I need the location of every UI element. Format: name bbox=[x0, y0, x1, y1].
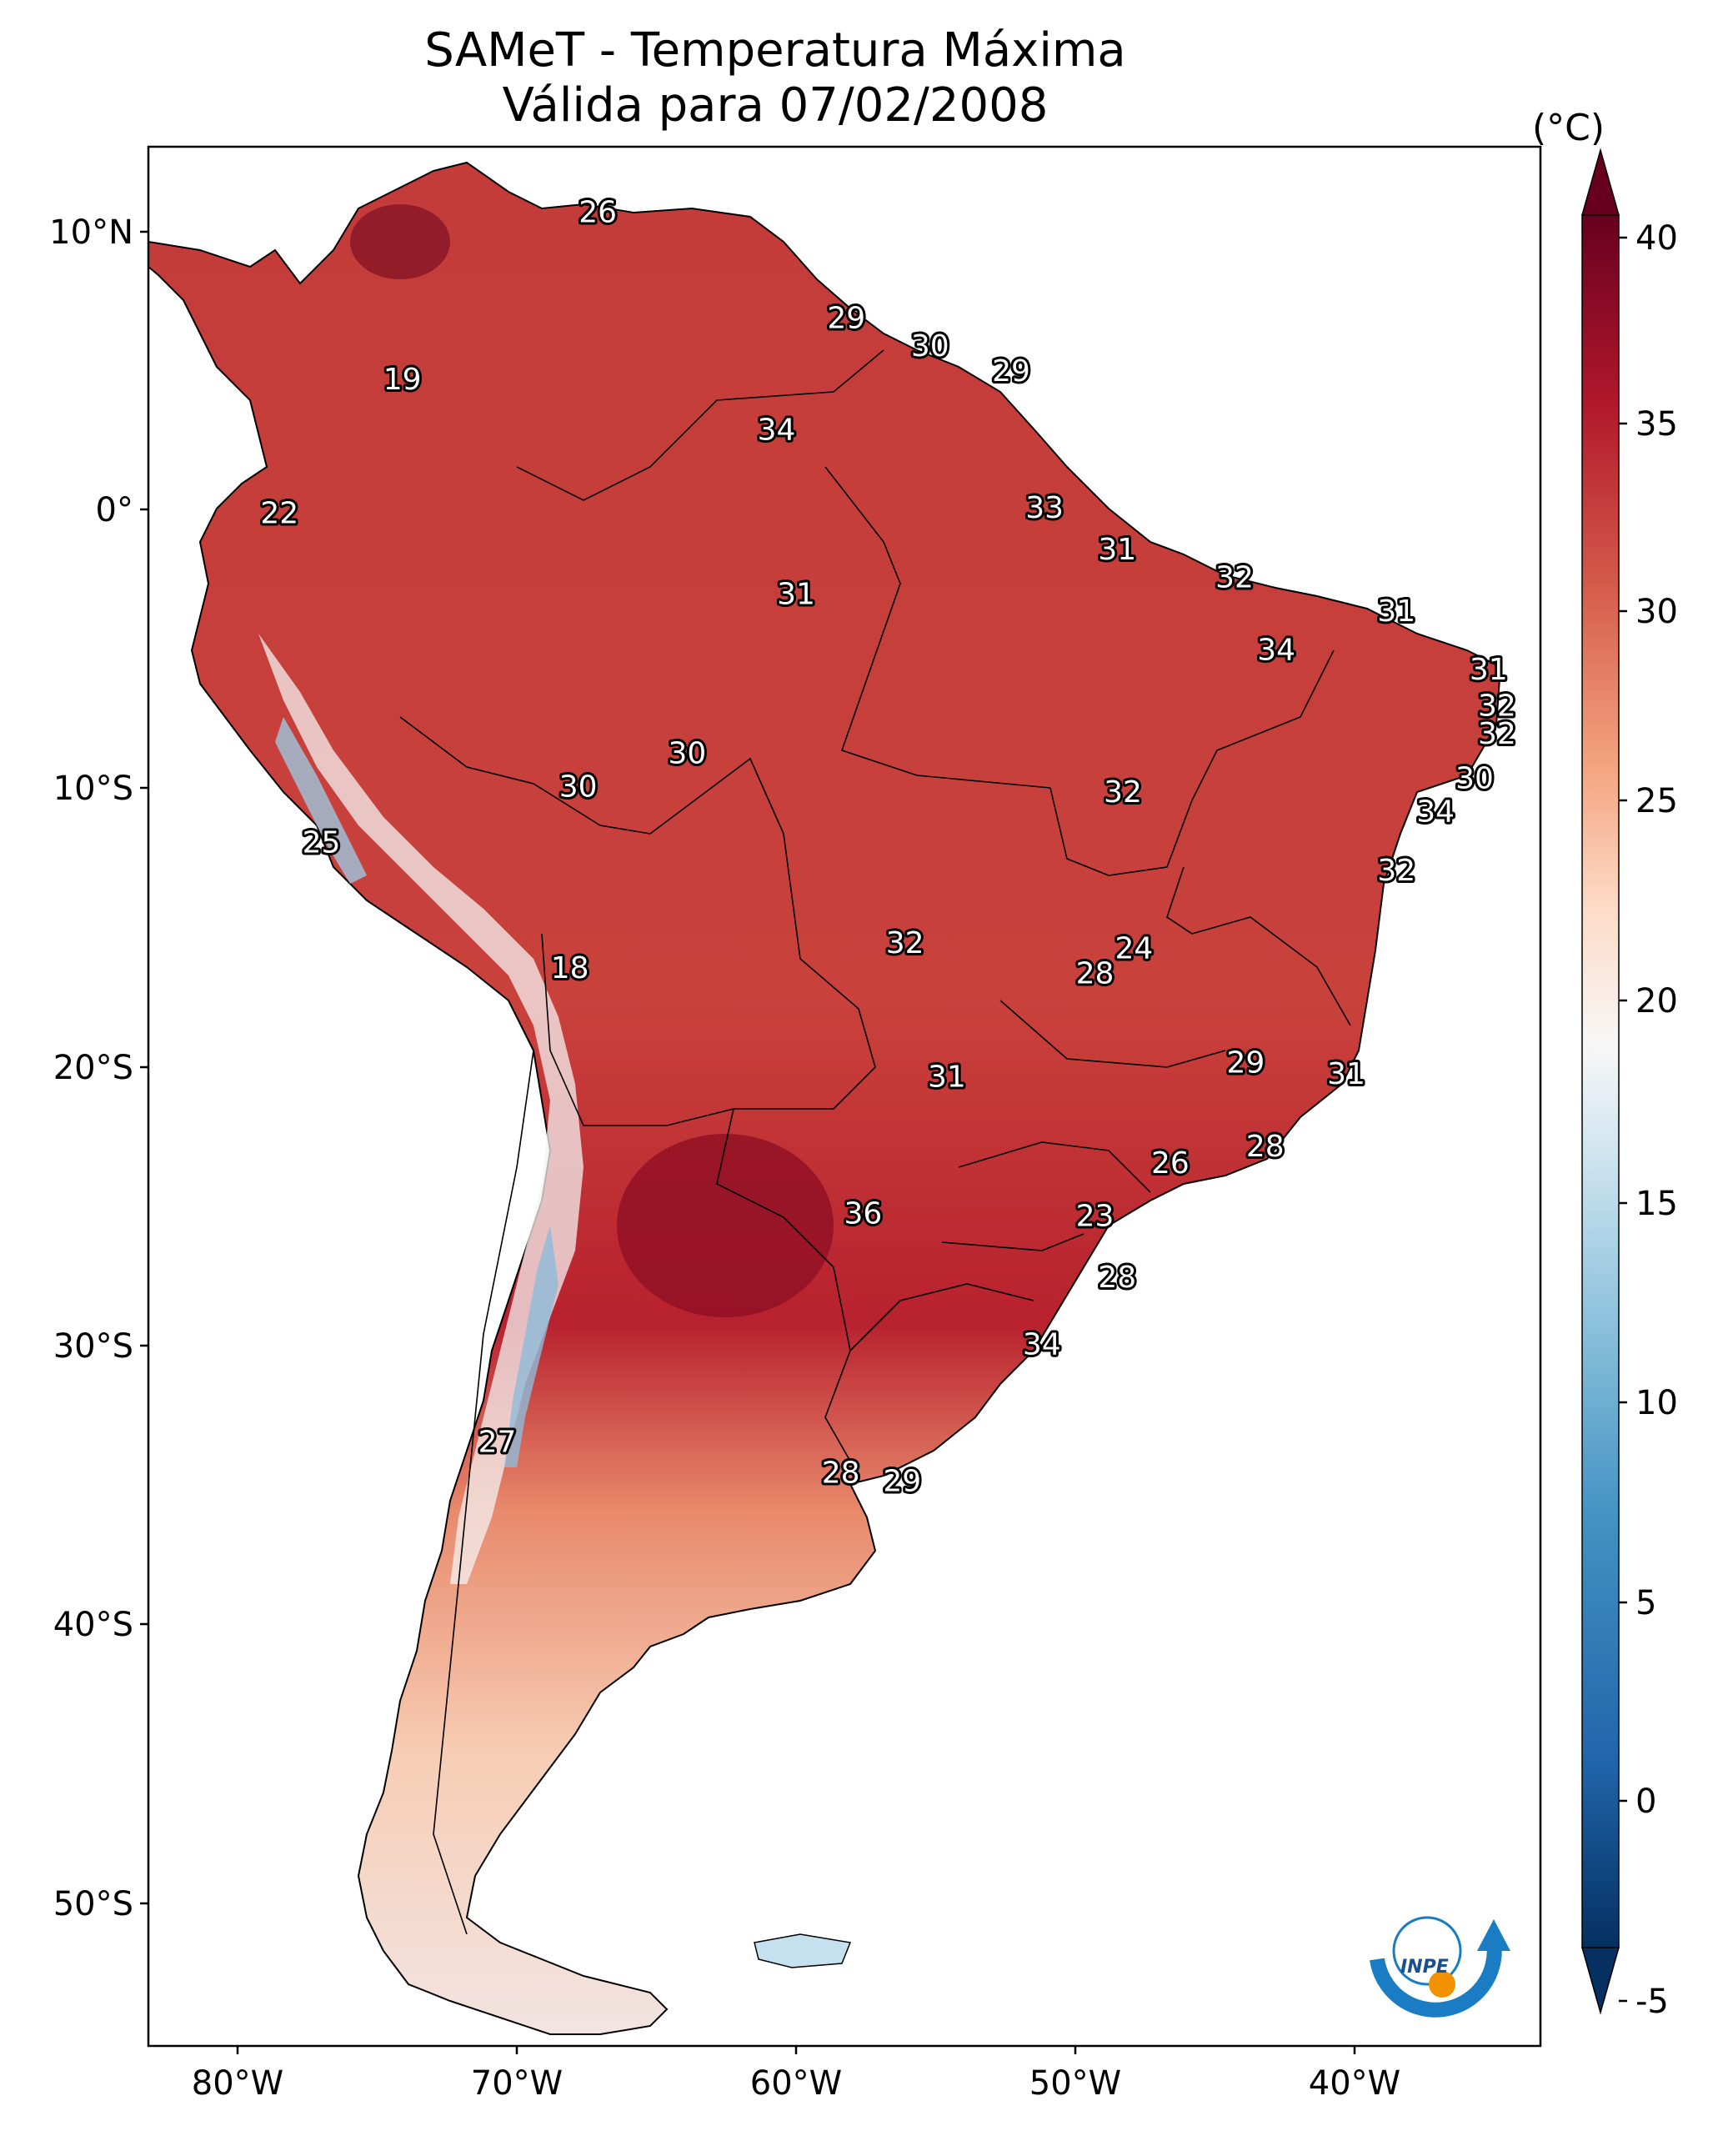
colorbar-tick: 40 bbox=[1635, 219, 1678, 258]
city-temperature-label: 32 bbox=[1215, 561, 1254, 595]
colorbar: 40 35 30 25 20 15 10 5 0 -5 bbox=[1581, 148, 1678, 2021]
colorbar-tick: 0 bbox=[1635, 1782, 1656, 1821]
city-temperature-label: 34 bbox=[1257, 634, 1295, 668]
logo-arc bbox=[1370, 1941, 1502, 2018]
colorbar-tick: 25 bbox=[1635, 782, 1678, 820]
city-temperature-label: 29 bbox=[992, 354, 1030, 389]
city-temperature-label: 19 bbox=[383, 363, 422, 397]
city-temperature-label: 31 bbox=[1327, 1057, 1365, 1091]
city-temperature-label: 24 bbox=[1114, 932, 1153, 966]
city-temperature-label: 31 bbox=[1098, 533, 1136, 567]
map-subtitle: Válida para 07/02/2008 bbox=[502, 78, 1049, 133]
city-temperature-label: 34 bbox=[1023, 1328, 1061, 1362]
colorbar-tick: 30 bbox=[1635, 593, 1678, 631]
map-title: SAMeT - Temperatura Máxima bbox=[424, 23, 1126, 78]
city-temperature-label: 32 bbox=[1478, 717, 1516, 751]
city-temperature-label: 34 bbox=[1416, 795, 1455, 830]
city-temperature-label: 32 bbox=[1377, 854, 1415, 888]
lon-label: 40°W bbox=[1309, 2064, 1400, 2103]
city-temperature-label: 32 bbox=[886, 926, 924, 960]
chile-blue-patch bbox=[504, 1226, 558, 1467]
city-temperature-label: 36 bbox=[844, 1196, 882, 1231]
colorbar-unit: (°C) bbox=[1532, 107, 1605, 149]
city-temperature-label: 27 bbox=[478, 1426, 517, 1460]
lat-label: 10°S bbox=[53, 770, 133, 808]
city-temperature-label: 31 bbox=[1470, 653, 1508, 687]
falkland-islands bbox=[754, 1933, 852, 1968]
city-temperature-label: 29 bbox=[1226, 1046, 1265, 1081]
lat-label: 10°N bbox=[49, 213, 133, 252]
city-temperature-label: 29 bbox=[827, 302, 865, 336]
country-borders bbox=[399, 349, 1351, 1935]
hot-core-colombia bbox=[350, 204, 450, 279]
colorbar-tick: 5 bbox=[1635, 1584, 1656, 1622]
city-temperature-label: 23 bbox=[1076, 1200, 1114, 1234]
map-area bbox=[148, 147, 1540, 2046]
city-temperature-label: 22 bbox=[260, 497, 298, 531]
city-temperature-label: 31 bbox=[1377, 594, 1415, 629]
lon-label: 70°W bbox=[471, 2064, 563, 2103]
city-temperature-label: 32 bbox=[1478, 689, 1516, 724]
andes-blue-patch bbox=[275, 717, 367, 884]
lon-label: 60°W bbox=[750, 2064, 842, 2103]
axis-tick-marks bbox=[140, 230, 1356, 2054]
lat-label: 40°S bbox=[53, 1606, 133, 1644]
city-temperature-label: 30 bbox=[911, 329, 949, 364]
city-temperature-label: 18 bbox=[551, 951, 589, 985]
logo-arrow-icon bbox=[1477, 1919, 1510, 1951]
logo-text: INPE bbox=[1400, 1957, 1449, 1978]
city-temperature-label: 33 bbox=[1025, 491, 1064, 525]
city-temperature-label: 30 bbox=[668, 736, 706, 770]
south-america-landmass bbox=[148, 161, 1502, 2035]
lat-label: 20°S bbox=[53, 1049, 133, 1087]
andes-cool-band bbox=[258, 634, 584, 1584]
hot-core-chaco bbox=[617, 1134, 834, 1317]
city-temperature-label: 31 bbox=[777, 578, 815, 612]
city-temperature-label: 26 bbox=[579, 195, 617, 229]
colorbar-bottom-extension bbox=[1581, 1947, 1620, 2015]
city-temperature-label: 28 bbox=[1246, 1130, 1285, 1164]
colorbar-tick: 20 bbox=[1635, 982, 1678, 1020]
colorbar-body bbox=[1581, 214, 1620, 1948]
city-temperature-label: 30 bbox=[1455, 762, 1494, 796]
city-temperature-label: 34 bbox=[758, 413, 796, 447]
city-temperature-label: 25 bbox=[303, 825, 341, 860]
map-border bbox=[147, 145, 1542, 2048]
city-temperature-label: 28 bbox=[1098, 1261, 1136, 1295]
lat-label: 30°S bbox=[53, 1327, 133, 1366]
city-temperature-label: 31 bbox=[928, 1060, 966, 1094]
logo-orbit bbox=[1392, 1916, 1462, 1986]
lat-label: 50°S bbox=[53, 1885, 133, 1923]
lon-label: 80°W bbox=[192, 2064, 283, 2103]
longitude-labels: 80°W 70°W 60°W 50°W 40°W bbox=[192, 2064, 1400, 2103]
colorbar-tick: 15 bbox=[1635, 1185, 1678, 1223]
colorbar-top-extension bbox=[1581, 148, 1620, 216]
city-temperature-label: 32 bbox=[1104, 775, 1142, 810]
colorbar-tick: 35 bbox=[1635, 405, 1678, 444]
lon-label: 50°W bbox=[1029, 2064, 1121, 2103]
inpe-logo: INPE bbox=[1370, 1916, 1510, 2018]
city-temperature-label: 26 bbox=[1151, 1146, 1190, 1181]
lat-label: 0° bbox=[96, 491, 133, 529]
city-temperature-label: 30 bbox=[559, 770, 598, 805]
city-temperature-label: 28 bbox=[822, 1456, 860, 1490]
latitude-labels: 10°N 0° 10°S 20°S 30°S 40°S 50°S bbox=[49, 213, 133, 1923]
colorbar-tick: -5 bbox=[1635, 1983, 1669, 2021]
city-temperature-label: 28 bbox=[1076, 957, 1114, 991]
colorbar-tick: 10 bbox=[1635, 1384, 1678, 1422]
logo-sun-icon bbox=[1429, 1971, 1455, 1998]
city-temperature-label: 29 bbox=[883, 1464, 921, 1498]
